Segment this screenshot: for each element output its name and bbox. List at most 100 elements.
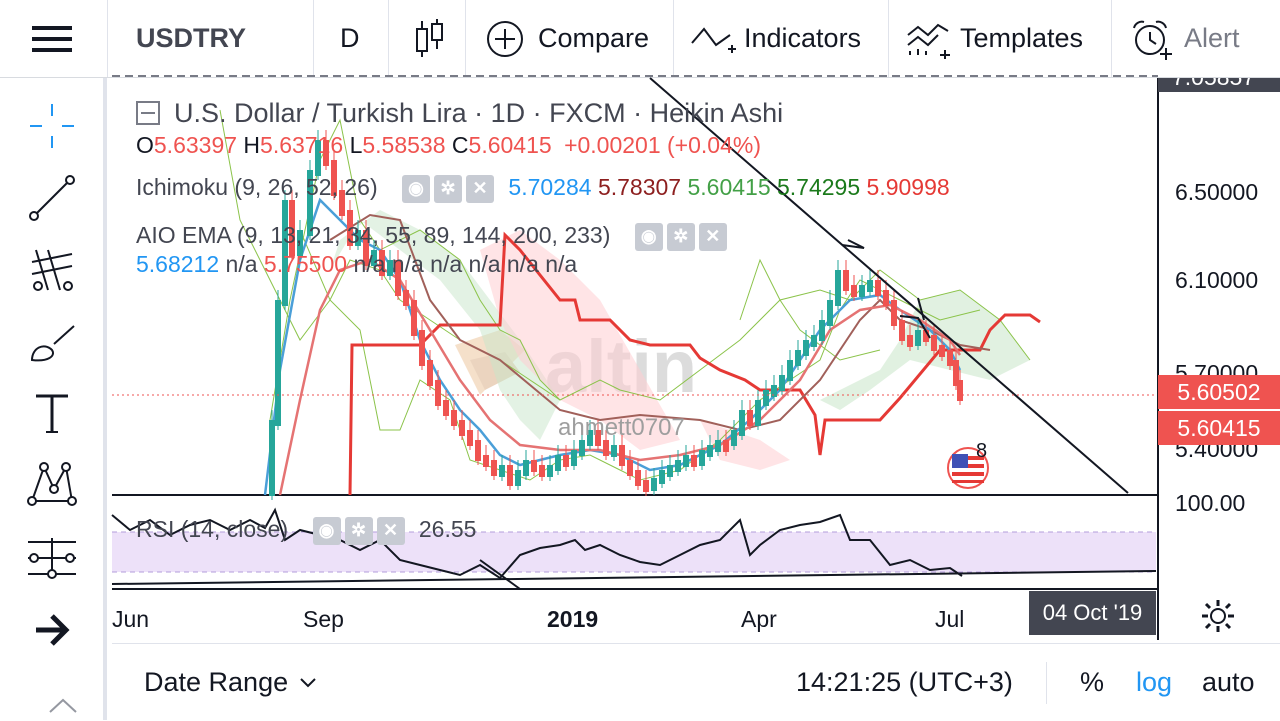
close-icon[interactable]: ✕ (698, 222, 727, 251)
change-value: +0.00201 (+0.04%) (564, 132, 761, 158)
arrow-right-icon (36, 614, 70, 646)
ichimoku-label: Ichimoku (9, 26, 52, 26) (136, 174, 378, 200)
events-count: 8 (976, 440, 988, 462)
bottom-toolbar: Date Range 14:21:25 (UTC+3) % log auto (112, 643, 1280, 721)
ema-slow-line (278, 258, 962, 496)
trend-line-icon (29, 175, 75, 221)
alarm-clock-icon (1133, 20, 1172, 60)
close-price-tag: 5.60415 (1158, 411, 1280, 445)
ema-13-value: n/a (225, 251, 258, 277)
pitchfork-tool[interactable] (22, 242, 82, 298)
alert-button[interactable]: Alert (1130, 0, 1240, 77)
heikin-ashi-candles (269, 130, 963, 500)
percent-scale-button[interactable]: % (1080, 667, 1105, 697)
brush-icon (30, 325, 75, 362)
hide-toolbar-button[interactable] (22, 602, 82, 658)
chart-settings-button[interactable] (1200, 598, 1236, 639)
plus-circle-icon (487, 20, 523, 57)
clock-display[interactable]: 14:21:25 (UTC+3) (796, 667, 1013, 697)
date-range-label: Date Range (144, 667, 289, 697)
ema-values: 5.68212 n/a 5.75500 n/a n/a n/a n/a n/a … (136, 251, 577, 278)
trendline-drawing[interactable] (649, 77, 1129, 494)
price-top-label: 7.05857 (1158, 78, 1280, 92)
rsi-label: RSI (14, close) (136, 516, 289, 542)
measure-icon (28, 538, 76, 579)
open-label: O (136, 132, 154, 158)
close-value: 5.60415 (468, 132, 552, 158)
rsi-value: 26.55 (418, 516, 477, 542)
date-range-button[interactable]: Date Range (144, 644, 318, 721)
eye-icon[interactable]: ◉ (402, 174, 431, 203)
ichimoku-span-b-value: 5.90998 (866, 174, 950, 200)
ema-21-value: 5.75500 (263, 251, 348, 277)
chevron-down-icon (300, 677, 316, 687)
ichimoku-base-value: 5.78307 (597, 174, 682, 200)
text-tool[interactable] (22, 386, 82, 442)
close-icon[interactable]: ✕ (376, 516, 405, 545)
time-tick: Apr (741, 606, 777, 632)
gear-icon[interactable]: ✲ (434, 174, 463, 203)
rsi-line (111, 507, 963, 580)
indicators-button[interactable]: Indicators (690, 0, 861, 77)
pattern-tool[interactable] (22, 456, 82, 512)
gear-icon (1202, 600, 1234, 632)
brush-tool[interactable] (22, 316, 82, 372)
series-legend: U.S. Dollar / Turkish Lira · 1D · FXCM ·… (136, 98, 783, 129)
ichimoku-lagging-value: 5.60415 (687, 174, 771, 200)
price-tick: 6.10000 (1175, 267, 1259, 293)
last-price-tag: 5.60502 (1158, 375, 1280, 409)
eye-icon[interactable]: ◉ (312, 516, 341, 545)
watermark-user: ahmett0707 (558, 414, 685, 441)
rsi-axis-tick: 100.00 (1175, 490, 1246, 516)
alert-label: Alert (1184, 23, 1240, 53)
templates-button[interactable]: Templates (906, 0, 1083, 77)
high-label: H (243, 132, 261, 158)
trend-line-tool[interactable] (22, 170, 82, 226)
time-tick: Jun (112, 606, 150, 632)
chart-type-button[interactable] (414, 0, 444, 77)
candlestick-icon (416, 18, 443, 57)
low-label: L (349, 132, 363, 158)
ichimoku-conversion-value: 5.70284 (508, 174, 592, 200)
time-tick: Sep (303, 606, 344, 632)
pattern-icon (27, 462, 77, 506)
ohlc-legend: O5.63397 H5.63716 L5.58538 C5.60415 +0.0… (136, 132, 761, 159)
compare-button[interactable]: Compare (486, 0, 649, 77)
hamburger-icon (32, 25, 72, 52)
gear-icon[interactable]: ✲ (344, 516, 373, 545)
compare-label: Compare (538, 23, 650, 53)
collapse-legend-button[interactable] (136, 100, 160, 125)
scroll-up-icon[interactable] (48, 698, 78, 719)
economic-events-marker[interactable] (942, 444, 992, 489)
text-icon (36, 394, 68, 433)
templates-label: Templates (960, 23, 1084, 53)
us-flag-icon (947, 447, 989, 489)
gear-icon[interactable]: ✲ (666, 222, 695, 251)
menu-button[interactable] (32, 0, 72, 77)
ema-9-value: 5.68212 (136, 251, 220, 277)
ema-legend: AIO EMA (9, 13, 21, 34, 55, 89, 144, 200… (136, 222, 735, 251)
open-value: 5.63397 (153, 132, 238, 158)
series-title: U.S. Dollar / Turkish Lira · 1D · FXCM ·… (174, 98, 784, 128)
crosshair-tool[interactable] (22, 98, 82, 154)
symbol-button[interactable]: USDTRY (136, 23, 247, 53)
rsi-legend: RSI (14, close) ◉ ✲ ✕ 26.55 (136, 516, 476, 545)
ichimoku-span-a-value: 5.74295 (777, 174, 861, 200)
crosshair-icon (30, 104, 74, 148)
low-value: 5.58538 (362, 132, 446, 158)
ema-label: AIO EMA (9, 13, 21, 34, 55, 89, 144, 200… (136, 222, 611, 248)
close-icon[interactable]: ✕ (466, 174, 495, 203)
drawing-toolbar (0, 78, 107, 720)
time-tick: 2019 (547, 606, 599, 632)
close-label: C (451, 132, 469, 158)
log-scale-button[interactable]: log (1136, 667, 1173, 697)
interval-button[interactable]: D (340, 23, 360, 53)
ichimoku-legend: Ichimoku (9, 26, 52, 26) ◉ ✲ ✕ 5.70284 5.7… (136, 174, 950, 203)
ema-other-values: n/a n/a n/a n/a n/a n/a (353, 251, 578, 277)
crosshair-date-label: 04 Oct '19 (1029, 591, 1156, 635)
eye-icon[interactable]: ◉ (634, 222, 663, 251)
measure-tool[interactable] (22, 530, 82, 586)
auto-scale-button[interactable]: auto (1202, 667, 1255, 697)
top-toolbar: USDTRY D Compare Indicators Templates Al… (0, 0, 1280, 78)
